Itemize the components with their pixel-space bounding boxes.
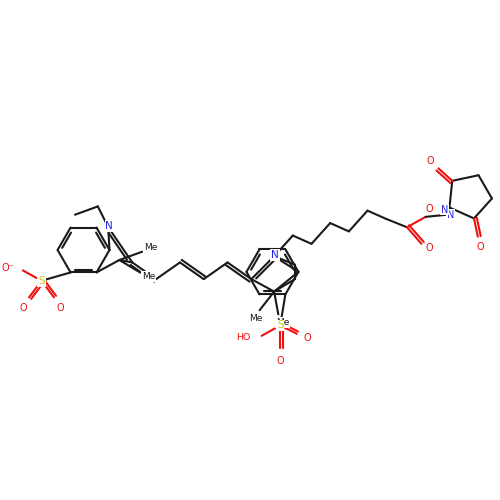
Text: O: O: [276, 356, 284, 366]
Text: N: N: [447, 210, 454, 220]
Text: Me: Me: [249, 314, 262, 323]
Text: O: O: [426, 204, 434, 214]
Text: HO: HO: [236, 334, 250, 342]
Text: O: O: [56, 302, 64, 312]
Text: O: O: [304, 333, 311, 343]
Text: Me: Me: [142, 272, 155, 281]
Text: S: S: [277, 320, 283, 330]
Text: O: O: [426, 243, 434, 253]
Text: N: N: [106, 221, 113, 231]
Text: Me: Me: [276, 318, 289, 327]
Text: O: O: [19, 302, 26, 312]
Text: O: O: [476, 242, 484, 252]
Text: O: O: [427, 156, 434, 166]
Text: Me: Me: [144, 243, 157, 252]
Text: S: S: [38, 276, 45, 286]
Text: N: N: [440, 204, 448, 214]
Text: O⁻: O⁻: [2, 264, 14, 274]
Text: N: N: [272, 250, 279, 260]
